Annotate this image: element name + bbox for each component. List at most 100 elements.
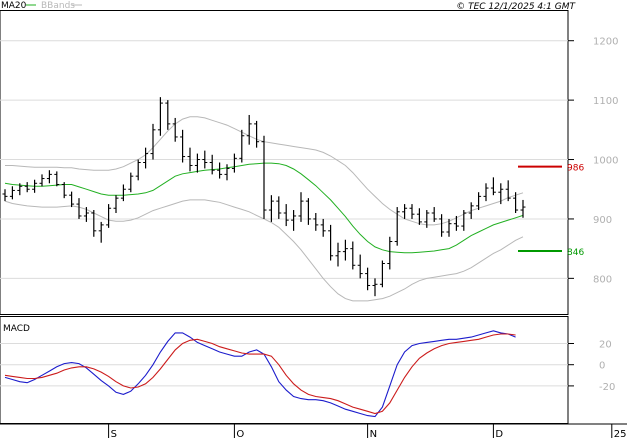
ohlc-bar — [180, 129, 186, 163]
ohlc-bar — [143, 147, 149, 169]
ohlc-bar — [239, 129, 245, 163]
macd-y-ticks: 20 0 -20 — [568, 340, 615, 393]
ohlc-bar — [187, 147, 193, 172]
ohlc-bars — [2, 97, 526, 297]
macd-y-tick-label: -20 — [599, 382, 615, 393]
macd-y-tick-label: 0 — [599, 361, 605, 372]
ohlc-bar — [305, 198, 311, 225]
ohlc-bar — [157, 97, 163, 136]
ohlc-bar — [476, 192, 482, 211]
ohlc-bar — [409, 204, 415, 219]
ohlc-bar — [32, 179, 38, 193]
x-tick-label: D — [495, 429, 503, 440]
x-tick-label: O — [236, 429, 244, 440]
ohlc-bar — [379, 260, 385, 288]
ohlc-bar — [24, 182, 30, 193]
ohlc-bar — [490, 177, 496, 196]
price-levels: 986 846 — [518, 164, 584, 258]
price-y-tick-label: 1200 — [593, 37, 618, 48]
ohlc-bar — [276, 196, 282, 219]
ohlc-bar — [165, 100, 171, 130]
macd-line — [4, 330, 516, 418]
ohlc-bar — [350, 241, 356, 270]
ohlc-bar — [342, 239, 348, 261]
copyright-label: © TEC 12/1/2025 4:1 GMT — [456, 2, 576, 12]
ohlc-bar — [468, 202, 474, 219]
macd-lines — [4, 330, 516, 418]
ohlc-bar — [483, 183, 489, 202]
ohlc-bar — [365, 267, 371, 291]
ohlc-bar — [520, 199, 526, 218]
ohlc-bar — [224, 164, 230, 181]
ohlc-bar — [61, 182, 67, 199]
ohlc-bar — [513, 192, 519, 213]
ohlc-bar — [335, 242, 341, 267]
ma20-legend-label: MA20 — [1, 1, 27, 11]
bbands-legend-label: BBands — [41, 1, 75, 11]
ohlc-bar — [120, 184, 126, 202]
signal-line — [4, 333, 516, 415]
ohlc-bar — [113, 195, 119, 213]
price-y-tick-label: 1100 — [593, 96, 618, 107]
ohlc-bar — [209, 154, 215, 175]
ohlc-bar — [372, 278, 378, 297]
price-y-ticks: 1200 1100 1000 900 800 — [568, 37, 618, 285]
ohlc-bar — [261, 135, 267, 219]
ohlc-bar — [446, 218, 452, 237]
ohlc-bar — [254, 120, 260, 148]
ohlc-bar — [394, 207, 400, 246]
x-ticks: S O N D 25 — [108, 424, 627, 440]
ohlc-bar — [39, 174, 45, 187]
ohlc-bar — [505, 180, 511, 202]
ohlc-bar — [194, 153, 200, 173]
ohlc-bar — [453, 215, 459, 231]
price-y-tick-label: 1000 — [593, 156, 618, 167]
level-label: 986 — [567, 164, 584, 174]
macd-grid — [0, 343, 568, 387]
ohlc-bar — [320, 218, 326, 237]
ohlc-bar — [54, 171, 60, 187]
x-tick-label: 25 — [614, 429, 627, 440]
ohlc-bar — [298, 192, 304, 222]
price-grid — [0, 40, 568, 279]
ohlc-bar — [431, 207, 437, 222]
macd-panel-frame — [0, 316, 569, 424]
ohlc-bar — [106, 204, 112, 228]
ohlc-bar — [46, 170, 52, 184]
ohlc-bar — [202, 150, 208, 169]
ohlc-bar — [69, 191, 75, 208]
ohlc-bar — [135, 159, 141, 181]
ohlc-bar — [439, 214, 445, 237]
ohlc-bar — [387, 236, 393, 270]
ohlc-bar — [424, 210, 430, 228]
ohlc-bar — [2, 189, 8, 202]
ohlc-bar — [76, 198, 82, 219]
x-tick-label: N — [370, 429, 377, 440]
ohlc-bar — [150, 123, 156, 160]
ohlc-bar — [416, 208, 422, 225]
ohlc-bar — [217, 162, 223, 179]
macd-y-tick-label: 20 — [599, 340, 612, 351]
macd-label: MACD — [3, 324, 30, 334]
ohlc-bar — [313, 213, 319, 231]
ohlc-bar — [91, 210, 97, 237]
ohlc-bar — [498, 183, 504, 205]
ohlc-bar — [246, 114, 252, 145]
price-y-tick-label: 900 — [593, 215, 612, 226]
price-panel-frame — [0, 10, 569, 315]
ohlc-bar — [268, 195, 274, 222]
ohlc-bar — [98, 221, 104, 243]
ohlc-bar — [328, 224, 334, 261]
ohlc-bar — [128, 172, 134, 193]
ohlc-bar — [291, 210, 297, 231]
ohlc-bar — [83, 207, 89, 222]
ohlc-bar — [172, 117, 178, 142]
ohlc-bar — [231, 153, 237, 173]
x-tick-label: S — [111, 429, 117, 440]
ohlc-bar — [17, 183, 23, 196]
price-y-tick-label: 800 — [593, 274, 612, 285]
ohlc-bar — [461, 210, 467, 231]
ohlc-bar — [402, 204, 408, 219]
ohlc-bar — [357, 254, 363, 279]
